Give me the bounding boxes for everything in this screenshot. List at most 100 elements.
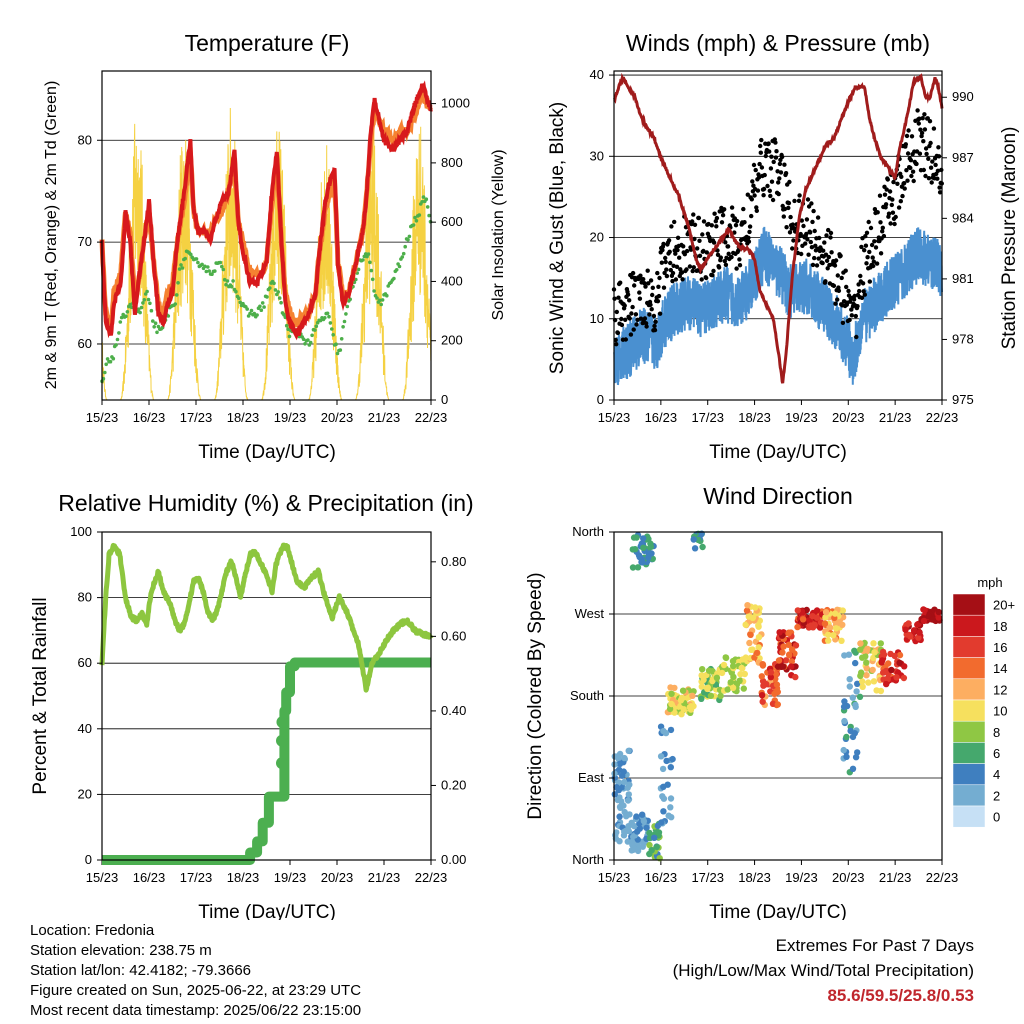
dewpoint-point [245, 307, 249, 311]
temperature-y2label: Solar Insolation (Yellow) [490, 149, 507, 320]
direction-point [658, 819, 665, 826]
dewpoint-point [206, 265, 210, 269]
direction-point [720, 661, 728, 669]
dewpoint-point [119, 315, 124, 320]
dewpoint-point [375, 296, 379, 300]
direction-point [663, 757, 670, 765]
gust-point [661, 241, 666, 247]
direction-point [613, 829, 620, 836]
gust-point [682, 252, 687, 257]
gust-point [935, 168, 941, 173]
dewpoint-point [314, 324, 319, 329]
y-tick-label: 10 [590, 311, 604, 326]
gust-point [777, 176, 782, 181]
direction-point [774, 701, 781, 708]
gust-point [826, 254, 831, 260]
gust-point [706, 221, 711, 227]
gust-point [774, 149, 779, 154]
gust-point [915, 108, 920, 113]
extremes-heading: Extremes For Past 7 Days [775, 936, 974, 955]
gust-point [616, 295, 621, 300]
direction-point [667, 764, 674, 771]
gust-point [786, 205, 791, 211]
gust-point [828, 230, 834, 236]
gust-point [905, 178, 910, 183]
direction-point [667, 795, 675, 802]
direction-point [625, 827, 632, 835]
dewpoint-point [138, 310, 142, 315]
direction-point [749, 646, 756, 653]
direction-point [772, 670, 780, 678]
direction-point [690, 536, 697, 543]
direction-point [669, 755, 676, 763]
gust-point [835, 297, 840, 302]
gust-point [799, 218, 804, 223]
x-tick-label: 16/23 [133, 410, 166, 425]
gust-point [723, 262, 729, 267]
direction-point [746, 639, 753, 647]
gust-point [695, 246, 700, 251]
gust-point [662, 270, 667, 276]
extremes-values: 85.6/59.5/25.8/0.53 [827, 986, 974, 1005]
gust-point [645, 268, 650, 273]
dewpoint-point [327, 314, 331, 319]
direction-point [822, 614, 829, 621]
y2-tick-label: 0.60 [441, 628, 466, 643]
temperature-title: Temperature (F) [185, 30, 350, 56]
gust-point [859, 244, 864, 250]
dewpoint-point [255, 313, 259, 317]
direction-point [718, 669, 726, 677]
dewpoint-point [306, 338, 310, 342]
direction-point [695, 536, 702, 544]
direction-point [849, 733, 857, 741]
direction-point [667, 726, 675, 734]
direction-point [884, 676, 891, 683]
gust-point [634, 322, 639, 327]
gust-point [787, 179, 792, 185]
direction-point [785, 630, 792, 637]
gust-point [917, 151, 923, 156]
legend-label: 10 [993, 704, 1007, 719]
dewpoint-point [141, 301, 145, 305]
dewpoint-point [174, 293, 179, 297]
gust-point [816, 256, 821, 261]
gust-point [673, 251, 678, 256]
direction-point [679, 687, 687, 694]
legend-unit: mph [977, 575, 1002, 590]
gust-point [814, 263, 820, 268]
x-tick-label: 20/23 [321, 410, 354, 425]
dewpoint-point [345, 304, 350, 309]
gust-point [910, 169, 916, 174]
gust-point [656, 284, 661, 289]
direction-point [880, 669, 887, 676]
dewpoint-point [424, 197, 429, 201]
gust-point [733, 223, 739, 228]
gust-point [758, 150, 763, 155]
gust-point [692, 222, 698, 227]
direction-point [780, 643, 787, 650]
gust-point [928, 140, 933, 146]
gust-point [905, 151, 911, 156]
legend-label: 8 [993, 725, 1000, 740]
station-elevation: Station elevation: 238.75 m [30, 942, 212, 959]
y-tick-label: 40 [590, 67, 604, 82]
gust-point [656, 293, 662, 299]
gust-point [939, 167, 944, 173]
direction-point [677, 697, 685, 704]
direction-point [896, 659, 903, 666]
dewpoint-point [142, 298, 147, 302]
gust-point [690, 268, 695, 274]
legend-swatch [952, 763, 986, 786]
gust-point [810, 219, 815, 225]
direction-point [742, 654, 749, 661]
dewpoint-point [414, 219, 419, 223]
direction-point [729, 684, 737, 691]
gust-point [688, 247, 694, 252]
gust-point [650, 292, 655, 298]
dewpoint-point [330, 327, 334, 331]
y2-tick-label: 200 [441, 333, 463, 348]
gust-point [767, 188, 772, 193]
gust-point [860, 281, 866, 286]
winds-title: Winds (mph) & Pressure (mb) [626, 30, 930, 56]
gust-point [859, 295, 865, 300]
